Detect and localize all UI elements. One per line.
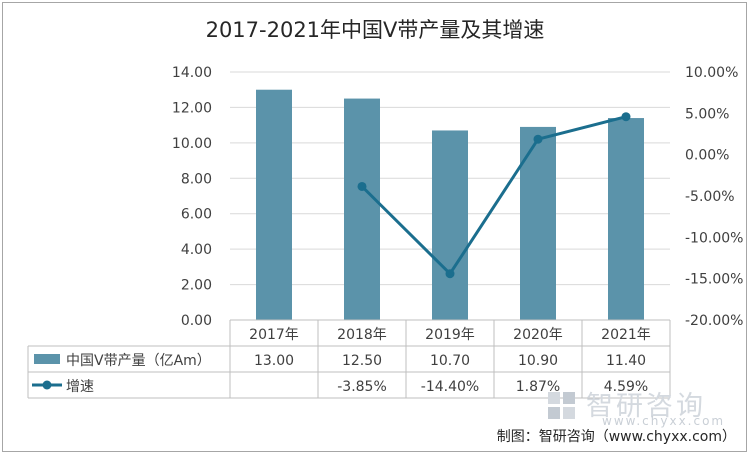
- chart-title: 2017-2021年中国V带产量及其增速: [205, 18, 545, 42]
- left-axis-tick-label: 8.00: [181, 171, 212, 187]
- right-axis-tick-label: -5.00%: [685, 189, 735, 205]
- bar-data-label: 12.50: [342, 353, 382, 369]
- line-point: [445, 269, 455, 279]
- bar: [256, 89, 292, 320]
- category-label: 2017年: [249, 327, 299, 343]
- line-data-label: 1.87%: [516, 379, 560, 395]
- right-axis-tick-label: 5.00%: [685, 106, 729, 122]
- bar: [344, 98, 380, 320]
- watermark-name: 智研咨询: [586, 391, 706, 422]
- chart-credit: 制图：智研咨询（www.chyxx.com）: [496, 429, 736, 445]
- category-label: 2020年: [513, 327, 563, 343]
- right-axis-tick-label: 0.00%: [685, 148, 729, 164]
- watermark: 智研咨询 www.chyxx.com: [546, 384, 746, 428]
- bar: [608, 118, 644, 320]
- category-label: 2019年: [425, 327, 475, 343]
- right-axis-tick-label: -10.00%: [685, 230, 743, 246]
- watermark-url: www.chyxx.com: [602, 414, 726, 428]
- legend-line-marker: [42, 380, 52, 390]
- right-axis-tick-label: -15.00%: [685, 272, 743, 288]
- bar: [432, 130, 468, 320]
- legend-bar-label: 中国V带产量（亿Am）: [66, 353, 211, 369]
- left-axis-tick-label: 4.00: [181, 242, 212, 258]
- line-point: [621, 112, 631, 122]
- left-axis-tick-label: 2.00: [181, 278, 212, 294]
- legend-line-label: 增速: [66, 379, 94, 395]
- left-axis-tick-label: 12.00: [172, 100, 212, 116]
- left-axis-tick-label: 6.00: [181, 207, 212, 223]
- bar-data-label: 11.40: [606, 353, 646, 369]
- line-point: [357, 181, 367, 191]
- growth-line: [360, 115, 627, 276]
- legend-bar-swatch: [34, 354, 60, 364]
- line-data-label: -14.40%: [421, 379, 479, 395]
- watermark-logo-icon: [548, 392, 575, 419]
- line-point: [533, 134, 543, 144]
- right-axis-tick-label: -20.00%: [685, 313, 743, 329]
- line-data-label: 4.59%: [604, 379, 648, 395]
- category-label: 2021年: [601, 327, 651, 343]
- left-axis-tick-label: 0.00: [181, 313, 212, 329]
- line-data-label: -3.85%: [337, 379, 387, 395]
- category-label: 2018年: [337, 327, 387, 343]
- bar-data-label: 13.00: [254, 353, 294, 369]
- bar-data-label: 10.70: [430, 353, 470, 369]
- left-axis-tick-label: 14.00: [172, 65, 212, 81]
- right-axis-tick-label: 10.00%: [685, 65, 738, 81]
- left-axis-tick-label: 10.00: [172, 136, 212, 152]
- bar-data-label: 10.90: [518, 353, 558, 369]
